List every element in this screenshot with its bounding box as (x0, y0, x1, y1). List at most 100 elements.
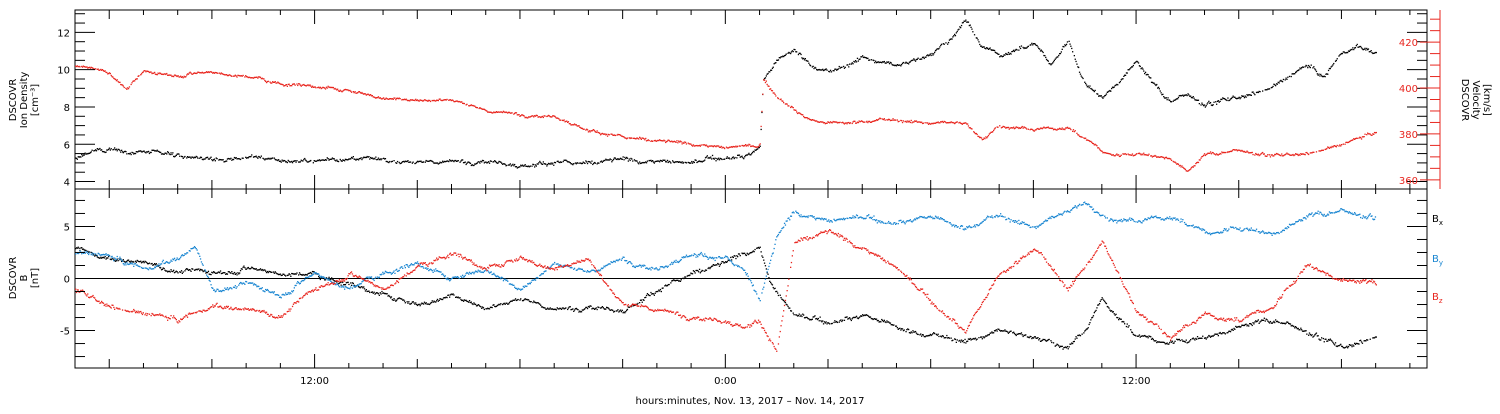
by-point (210, 284, 211, 285)
density-point (582, 163, 583, 164)
bx-point (1147, 336, 1148, 337)
velocity-point (124, 87, 125, 88)
density-point (458, 160, 459, 161)
velocity-point (151, 72, 152, 73)
density-point (1207, 103, 1208, 104)
velocity-point (414, 100, 415, 101)
density-point (108, 149, 109, 150)
density-point (1110, 91, 1111, 92)
bx-point (420, 305, 421, 306)
by-point (293, 290, 294, 291)
bx-point (144, 262, 145, 263)
density-point (871, 59, 872, 60)
bx-point (1258, 319, 1259, 320)
bx-point (981, 336, 982, 337)
bx-point (1320, 339, 1321, 340)
density-point (326, 160, 327, 161)
bx-point (780, 295, 781, 296)
by-point (135, 263, 136, 264)
density-point (736, 157, 737, 158)
velocity-point (701, 144, 702, 145)
density-point (1353, 49, 1354, 50)
bx-point (500, 303, 501, 304)
density-point (1318, 74, 1319, 75)
bx-point (683, 278, 684, 279)
by-point (132, 264, 133, 265)
bx-point (424, 302, 425, 303)
bx-point (156, 263, 157, 264)
bx-point (1117, 317, 1118, 318)
bx-point (1076, 338, 1077, 339)
density-point (261, 156, 262, 157)
bx-point (1305, 330, 1306, 331)
bx-point (481, 308, 482, 309)
bx-point (1189, 340, 1190, 341)
density-point (498, 162, 499, 163)
by-point (443, 275, 444, 276)
by-point (650, 269, 651, 270)
bx-point (133, 261, 134, 262)
bx-point (393, 298, 394, 299)
bx-point (764, 263, 765, 264)
density-point (631, 158, 632, 159)
density-point (586, 161, 587, 162)
by-point (246, 281, 247, 282)
bx-point (363, 286, 364, 287)
density-point (977, 39, 978, 40)
bx-point (1321, 337, 1322, 338)
bx-point (646, 295, 647, 296)
density-point (1045, 57, 1046, 58)
density-point (168, 152, 169, 153)
velocity-point (315, 87, 316, 88)
bx-point (1370, 339, 1371, 340)
bx-point (727, 261, 728, 262)
bx-point (964, 339, 965, 340)
bx-point (587, 308, 588, 309)
density-point (757, 148, 758, 149)
velocity-point (1209, 153, 1210, 154)
density-point (934, 52, 935, 53)
density-point (172, 152, 173, 153)
bx-point (695, 272, 696, 273)
velocity-point (394, 98, 395, 99)
by-point (337, 284, 338, 285)
by-point (640, 265, 641, 266)
bx-point (949, 338, 950, 339)
bx-point (413, 302, 414, 303)
bx-point (1075, 336, 1076, 337)
bx-point (982, 338, 983, 339)
density-point (274, 158, 275, 159)
velocity-point (1280, 155, 1281, 156)
density-point (1269, 88, 1270, 89)
bx-point (429, 304, 430, 305)
velocity-point (1341, 144, 1342, 145)
bx-point (231, 271, 232, 272)
bx-point (307, 274, 308, 275)
density-point (885, 63, 886, 64)
bx-point (407, 303, 408, 304)
density-point (92, 150, 93, 151)
bx-point (718, 264, 719, 265)
velocity-point (1143, 153, 1144, 154)
bx-point (1234, 329, 1235, 330)
density-point (915, 61, 916, 62)
velocity-point (721, 146, 722, 147)
by-point (294, 287, 295, 288)
by-point (393, 270, 394, 271)
velocity-point (761, 126, 762, 127)
by-point (148, 269, 149, 270)
velocity-point (578, 125, 579, 126)
bx-point (699, 269, 700, 270)
bx-point (938, 336, 939, 337)
density-point (510, 163, 511, 164)
density-point (381, 158, 382, 159)
velocity-point (1361, 138, 1362, 139)
density-point (1282, 81, 1283, 82)
velocity-point (98, 69, 99, 70)
density-point (958, 29, 959, 30)
density-point (1074, 55, 1075, 56)
bx-point (627, 309, 628, 310)
density-point (900, 65, 901, 66)
bx-point (230, 273, 231, 274)
velocity-point (764, 80, 765, 81)
